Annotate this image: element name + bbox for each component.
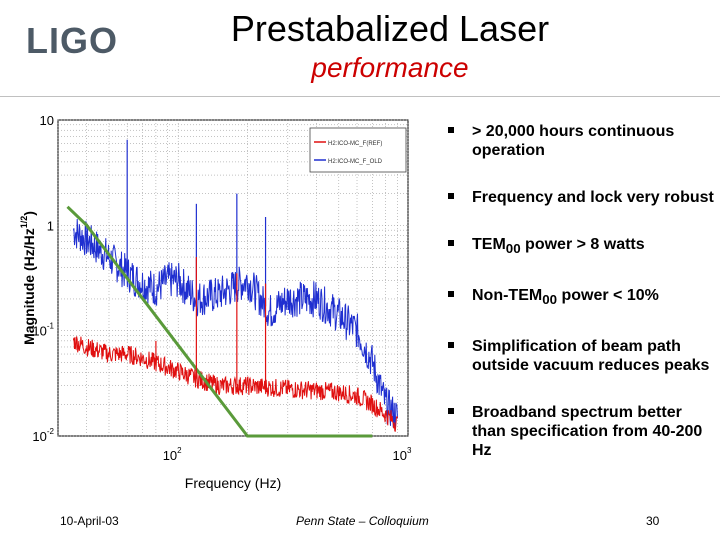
series-line bbox=[72, 218, 398, 430]
legend-label: H2:ICO-MC_F_OLD bbox=[328, 159, 383, 165]
slide-subtitle: performance bbox=[311, 52, 469, 83]
x-axis-label: Frequency (Hz) bbox=[185, 475, 281, 491]
bullet-square-icon bbox=[448, 408, 454, 415]
bullet-square-icon bbox=[448, 291, 454, 298]
x-tick-exponent: 2 bbox=[177, 446, 182, 455]
y-tick-label: 10-2 bbox=[32, 427, 54, 444]
bullet-text: > 20,000 hours continuous operation bbox=[472, 123, 675, 159]
bullet-square-icon bbox=[448, 342, 454, 349]
bullet-text: TEM bbox=[472, 236, 506, 253]
bullet-text: Frequency and lock very robust bbox=[472, 189, 714, 206]
bullet-item: Simplification of beam path outside vacu… bbox=[446, 337, 716, 375]
bullet-subscript: 00 bbox=[505, 241, 521, 257]
y-tick-exponent: -1 bbox=[47, 322, 55, 331]
y-tick-label: 1 bbox=[47, 218, 54, 233]
y-tick-label: 10 bbox=[40, 113, 54, 128]
bullet-text: Broadband spectrum better than specifica… bbox=[472, 404, 703, 460]
bullet-item: Frequency and lock very robust bbox=[446, 188, 716, 207]
spectrum-chart: H2:ICO-MC_F(REF)H2:ICO-MC_F_OLD10110-110… bbox=[19, 113, 412, 491]
bullet-square-icon bbox=[448, 127, 454, 133]
bullet-item: Non-TEM00 power < 10% bbox=[446, 286, 716, 309]
y-axis-label-close: ) bbox=[21, 211, 37, 216]
ligo-logo: LIGO bbox=[26, 20, 118, 61]
footer-venue: Penn State – Colloquium bbox=[296, 514, 429, 528]
legend-label: H2:ICO-MC_F(REF) bbox=[328, 141, 382, 147]
x-tick-exponent: 3 bbox=[407, 446, 412, 455]
legend-box bbox=[309, 127, 407, 173]
bullet-item: TEM00 power > 8 watts bbox=[446, 235, 716, 258]
y-tick-exponent: -2 bbox=[47, 427, 55, 436]
bullet-square-icon bbox=[448, 193, 454, 199]
bullet-item: > 20,000 hours continuous operation bbox=[446, 122, 716, 160]
header-divider bbox=[0, 96, 720, 97]
y-axis-label-exponent: 1/2 bbox=[19, 216, 29, 229]
slide-title: Prestabalized Laser bbox=[230, 8, 550, 49]
x-tick-label: 103 bbox=[393, 446, 412, 463]
bullet-text: Simplification of beam path outside vacu… bbox=[472, 338, 710, 375]
bullet-subscript: 00 bbox=[542, 292, 558, 308]
bullet-text: power < 10% bbox=[557, 287, 659, 305]
series-line bbox=[72, 336, 398, 432]
bullet-text: Non-TEM bbox=[472, 287, 543, 305]
footer-date: 10-April-03 bbox=[60, 514, 119, 528]
bullet-square-icon bbox=[448, 240, 454, 246]
y-axis-label: Magnitude (Hz/Hz1/2) bbox=[19, 211, 37, 345]
x-tick-label: 102 bbox=[163, 446, 182, 463]
spec-line bbox=[66, 205, 373, 438]
bullet-item: Broadband spectrum better than specifica… bbox=[446, 403, 716, 460]
bullet-text: power > 8 watts bbox=[520, 236, 645, 253]
y-axis-label-main: Magnitude (Hz/Hz bbox=[21, 228, 37, 345]
bullet-list: > 20,000 hours continuous operation Freq… bbox=[446, 122, 716, 488]
page-number: 30 bbox=[646, 514, 660, 528]
